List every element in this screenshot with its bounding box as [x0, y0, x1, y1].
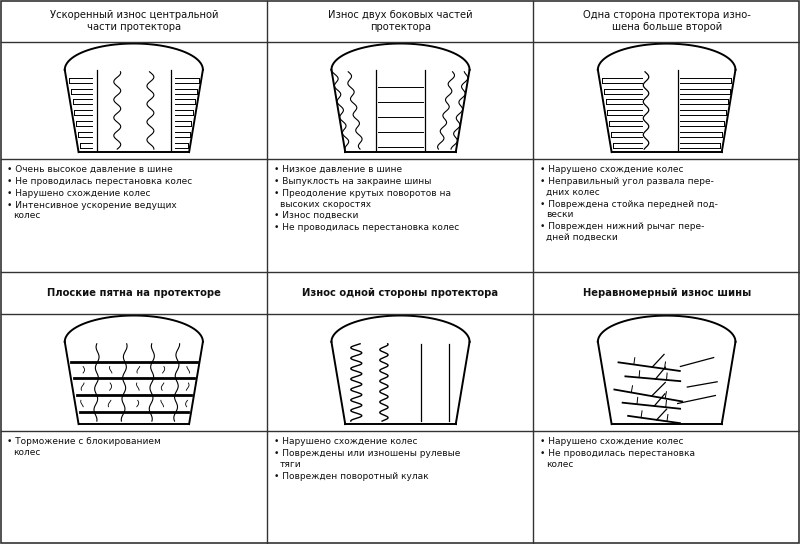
- Text: • Торможение с блокированием: • Торможение с блокированием: [7, 437, 161, 446]
- Text: колес: колес: [546, 460, 574, 469]
- Text: • Неправильный угол развала пере-: • Неправильный угол развала пере-: [540, 177, 714, 186]
- Text: • Преодоление крутых поворотов на: • Преодоление крутых поворотов на: [274, 189, 450, 197]
- Text: • Износ подвески: • Износ подвески: [274, 211, 358, 220]
- Text: тяги: тяги: [280, 460, 302, 469]
- Text: • Выпуклость на закраине шины: • Выпуклость на закраине шины: [274, 177, 431, 186]
- Text: Ускоренный износ центральной
части протектора: Ускоренный износ центральной части проте…: [50, 10, 218, 32]
- Text: дней подвески: дней подвески: [546, 233, 618, 242]
- Text: дних колес: дних колес: [546, 188, 600, 197]
- Text: • Интенсивное ускорение ведущих: • Интенсивное ускорение ведущих: [7, 201, 177, 209]
- Text: колес: колес: [13, 211, 40, 220]
- Text: • Поврежден нижний рычаг пере-: • Поврежден нижний рычаг пере-: [540, 222, 705, 231]
- Text: вески: вески: [546, 211, 574, 219]
- Text: • Не проводилась перестановка колес: • Не проводилась перестановка колес: [7, 177, 192, 186]
- Text: • Нарушено схождение колес: • Нарушено схождение колес: [540, 165, 684, 174]
- Text: Износ одной стороны протектора: Износ одной стороны протектора: [302, 288, 498, 298]
- Text: • Не проводилась перестановка: • Не проводилась перестановка: [540, 449, 695, 458]
- Text: высоких скоростях: высоких скоростях: [280, 200, 370, 208]
- Text: Одна сторона протектора изно-
шена больше второй: Одна сторона протектора изно- шена больш…: [582, 10, 750, 32]
- Text: колес: колес: [13, 448, 40, 457]
- Text: • Нарушено схождение колес: • Нарушено схождение колес: [540, 437, 684, 446]
- Text: • Очень высокое давление в шине: • Очень высокое давление в шине: [7, 165, 173, 174]
- Text: Неравномерный износ шины: Неравномерный износ шины: [582, 288, 750, 298]
- Text: Плоские пятна на протекторе: Плоские пятна на протекторе: [47, 288, 221, 298]
- Text: • Повреждены или изношены рулевые: • Повреждены или изношены рулевые: [274, 449, 460, 458]
- Text: • Не проводилась перестановка колес: • Не проводилась перестановка колес: [274, 223, 459, 232]
- Text: Износ двух боковых частей
протектора: Износ двух боковых частей протектора: [328, 10, 473, 32]
- Text: • Низкое давление в шине: • Низкое давление в шине: [274, 165, 402, 174]
- Text: • Нарушено схождение колес: • Нарушено схождение колес: [7, 189, 150, 197]
- Text: • Повреждена стойка передней под-: • Повреждена стойка передней под-: [540, 200, 718, 208]
- Text: • Поврежден поворотный кулак: • Поврежден поворотный кулак: [274, 472, 428, 480]
- Text: • Нарушено схождение колес: • Нарушено схождение колес: [274, 437, 417, 446]
